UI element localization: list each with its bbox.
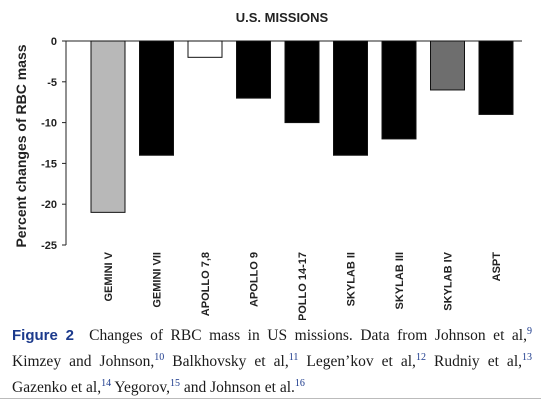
caption-ref-2[interactable]: 11 [288, 352, 299, 364]
bar [187, 40, 223, 58]
bar [430, 40, 465, 91]
caption-ref-7[interactable]: 16 [294, 378, 305, 390]
x-tick-label: ASPT [491, 252, 503, 282]
bar [139, 40, 174, 156]
y-tick-label: -25 [41, 240, 57, 252]
figure-caption: Figure 2 Changes of RBC mass in US missi… [12, 321, 532, 399]
caption-text-2: Balkhovsky et al, [164, 353, 289, 371]
caption-ref-6[interactable]: 15 [169, 378, 180, 390]
caption-text-1: Kimzey and Johnson, [12, 353, 155, 371]
chart-title: U.S. MISSIONS [236, 10, 329, 25]
bar [90, 40, 126, 213]
x-ticks: GEMINI V GEMINI VII APOLLO 7,8 APOLLO 9 APOL… [103, 251, 503, 320]
x-tick-label: APOLLO 7,8 [200, 252, 212, 316]
bar [284, 40, 320, 124]
caption-ref-4[interactable]: 13 [522, 352, 532, 364]
caption-text-5: Gazenko et al, [12, 379, 102, 397]
bar [236, 40, 271, 99]
chart: U.S. MISSIONS Percent changes of RBC mas… [13, 10, 522, 320]
x-tick-label: APOLLO 9 [249, 252, 261, 307]
bottom-divider [0, 398, 541, 399]
x-tick-label: SKYLAB II [346, 252, 358, 306]
y-tick-label: -15 [41, 158, 57, 170]
bar [478, 40, 514, 115]
bars [90, 40, 514, 213]
x-tick-label: SKYLAB III [394, 252, 406, 309]
x-tick-label: GEMINI VII [152, 252, 164, 308]
y-axis-label: Percent changes of RBC mass [13, 44, 29, 247]
bar [333, 40, 368, 156]
y-tick-label: -5 [47, 77, 57, 89]
y-ticks: 0 -5 -10 -15 -20 -25 [41, 36, 66, 252]
bar-chart-svg: U.S. MISSIONS Percent changes of RBC mas… [13, 10, 522, 320]
caption-text-3: Legen’kov et al, [298, 353, 416, 371]
y-tick-label: -20 [41, 199, 57, 211]
caption-text-0: Changes of RBC mass in US missions. Data… [89, 327, 527, 345]
caption-text-4: Rudniy et al, [425, 353, 522, 371]
bar [381, 40, 417, 140]
caption-ref-0[interactable]: 9 [527, 326, 532, 337]
figure-label: Figure 2 [12, 327, 75, 345]
x-tick-label: SKYLAB IV [443, 251, 455, 310]
caption-ref-3[interactable]: 12 [415, 352, 426, 364]
y-tick-label: -10 [41, 118, 57, 130]
caption-ref-5[interactable]: 14 [101, 378, 112, 390]
caption-text-6: Yegorov, [111, 379, 170, 397]
y-tick-label: 0 [51, 36, 57, 48]
caption-text-7: and Johnson et al. [179, 379, 295, 397]
x-tick-label: APOLLO 14-17 [297, 252, 309, 320]
x-tick-label: GEMINI V [103, 251, 115, 301]
caption-ref-1[interactable]: 10 [154, 352, 165, 364]
